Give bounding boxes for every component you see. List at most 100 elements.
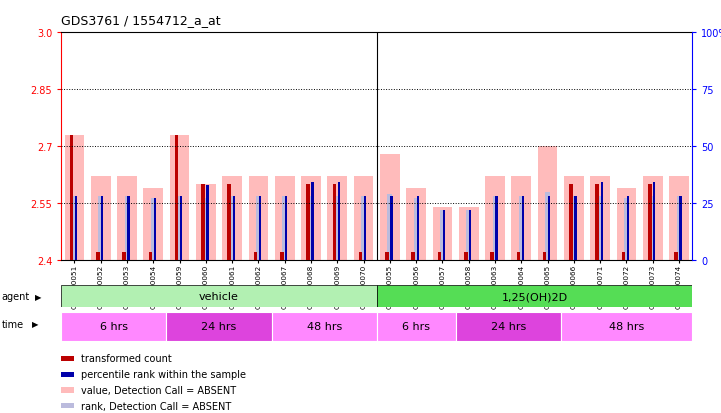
Bar xyxy=(572,197,576,260)
Bar xyxy=(601,183,603,260)
Bar xyxy=(650,197,655,260)
Bar xyxy=(492,197,497,260)
Bar xyxy=(233,197,235,260)
Bar xyxy=(440,210,445,260)
Bar xyxy=(61,312,167,341)
Bar xyxy=(438,253,441,260)
Bar xyxy=(227,185,231,260)
Text: ▶: ▶ xyxy=(32,320,38,329)
Bar xyxy=(622,253,625,260)
Bar xyxy=(459,207,479,260)
Bar xyxy=(679,197,682,260)
Bar xyxy=(125,197,130,260)
Bar xyxy=(464,253,467,260)
Bar xyxy=(443,210,445,260)
Text: 48 hrs: 48 hrs xyxy=(609,321,644,331)
Bar xyxy=(98,197,103,260)
Bar xyxy=(390,197,393,260)
Bar xyxy=(123,253,126,260)
Bar xyxy=(167,312,272,341)
Bar xyxy=(75,197,77,260)
Bar xyxy=(519,197,523,260)
Bar xyxy=(569,185,572,260)
Bar xyxy=(180,197,182,260)
Bar xyxy=(653,183,655,260)
Text: 1,25(OH)2D: 1,25(OH)2D xyxy=(501,291,567,301)
Bar xyxy=(574,197,577,260)
Bar xyxy=(616,188,637,260)
Bar xyxy=(545,192,550,260)
Bar xyxy=(407,188,426,260)
Bar xyxy=(128,197,130,260)
Bar xyxy=(96,253,99,260)
Text: ▶: ▶ xyxy=(35,292,41,301)
Bar xyxy=(364,197,366,260)
Bar xyxy=(469,210,472,260)
Bar xyxy=(414,199,419,260)
Bar xyxy=(335,197,340,260)
Bar xyxy=(65,135,84,260)
Bar xyxy=(359,253,363,260)
Bar xyxy=(648,185,652,260)
Bar xyxy=(433,207,452,260)
Bar xyxy=(674,253,678,260)
Bar xyxy=(117,177,137,260)
Bar xyxy=(201,185,205,260)
Bar xyxy=(222,177,242,260)
Bar xyxy=(143,188,163,260)
Bar xyxy=(598,197,603,260)
Bar xyxy=(538,147,557,260)
Bar xyxy=(417,197,419,260)
Bar xyxy=(627,197,629,260)
Bar xyxy=(354,177,373,260)
Bar xyxy=(490,253,494,260)
Bar xyxy=(306,185,310,260)
Bar xyxy=(376,285,692,308)
Bar xyxy=(561,312,692,341)
Bar xyxy=(61,285,377,308)
Bar xyxy=(676,197,681,260)
Text: 6 hrs: 6 hrs xyxy=(99,321,128,331)
Bar xyxy=(485,177,505,260)
Bar xyxy=(154,199,156,260)
Bar xyxy=(256,197,261,260)
Bar xyxy=(309,197,314,260)
Bar xyxy=(177,197,182,260)
Bar xyxy=(206,185,208,260)
Bar xyxy=(596,185,599,260)
Text: transformed count: transformed count xyxy=(81,354,172,363)
Bar xyxy=(516,253,520,260)
Bar xyxy=(511,177,531,260)
Bar xyxy=(466,210,472,260)
Text: time: time xyxy=(1,319,24,329)
Bar xyxy=(301,177,321,260)
Bar xyxy=(175,135,178,260)
Bar xyxy=(196,185,216,260)
Bar xyxy=(230,197,234,260)
Bar xyxy=(70,135,74,260)
Bar xyxy=(249,177,268,260)
Text: agent: agent xyxy=(1,292,30,301)
Text: 48 hrs: 48 hrs xyxy=(306,321,342,331)
Bar xyxy=(91,177,110,260)
Bar xyxy=(327,177,347,260)
Text: 24 hrs: 24 hrs xyxy=(201,321,236,331)
Bar xyxy=(548,197,550,260)
Bar xyxy=(456,312,561,341)
Bar xyxy=(412,253,415,260)
Bar xyxy=(385,253,389,260)
Bar xyxy=(564,177,584,260)
Text: GDS3761 / 1554712_a_at: GDS3761 / 1554712_a_at xyxy=(61,14,221,27)
Bar xyxy=(543,253,547,260)
Bar xyxy=(285,197,288,260)
Bar xyxy=(272,312,376,341)
Bar xyxy=(275,177,295,260)
Text: vehicle: vehicle xyxy=(199,291,239,301)
Text: 24 hrs: 24 hrs xyxy=(490,321,526,331)
Bar xyxy=(337,183,340,260)
Bar xyxy=(151,199,156,260)
Bar xyxy=(254,253,257,260)
Bar xyxy=(101,197,104,260)
Bar xyxy=(311,183,314,260)
Bar xyxy=(72,197,77,260)
